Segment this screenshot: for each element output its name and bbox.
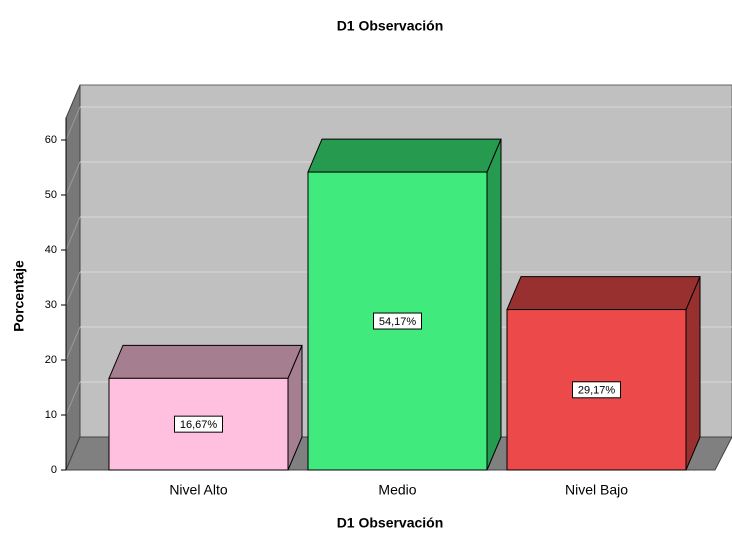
y-tick-label: 10 — [45, 409, 57, 421]
bar-front — [506, 309, 687, 471]
x-tick-label: Nivel Bajo — [565, 482, 628, 498]
x-tick-label: Nivel Alto — [169, 482, 228, 498]
y-tick-label: 60 — [45, 134, 57, 146]
value-label-box — [373, 312, 422, 330]
bar — [506, 276, 701, 471]
y-tick-label: 20 — [45, 354, 57, 366]
y-tick-label: 50 — [45, 189, 57, 201]
grid-line — [65, 326, 81, 361]
y-tick-label: 0 — [51, 464, 57, 476]
grid-line — [65, 216, 81, 251]
value-label-box — [572, 381, 621, 399]
y-tick-label: 40 — [45, 244, 57, 256]
value-label-box — [174, 415, 223, 433]
x-axis-title: D1 Observación — [337, 515, 444, 531]
grid-line — [65, 106, 81, 141]
bar-top — [506, 276, 701, 311]
y-axis-title: Porcentaje — [11, 260, 27, 332]
bar-side — [486, 138, 502, 471]
bar-top — [108, 344, 303, 379]
value-label: 29,17% — [578, 385, 616, 397]
bar-top — [307, 138, 502, 173]
chart-title: D1 Observación — [337, 18, 444, 34]
grid-line — [65, 381, 81, 416]
bar — [108, 344, 303, 471]
x-tick-label: Medio — [378, 482, 416, 498]
value-label: 54,17% — [379, 316, 417, 328]
y-tick-label: 30 — [45, 299, 57, 311]
grid-line — [65, 161, 81, 196]
value-label: 16,67% — [180, 419, 218, 431]
grid-line — [65, 271, 81, 306]
bar — [307, 138, 502, 471]
